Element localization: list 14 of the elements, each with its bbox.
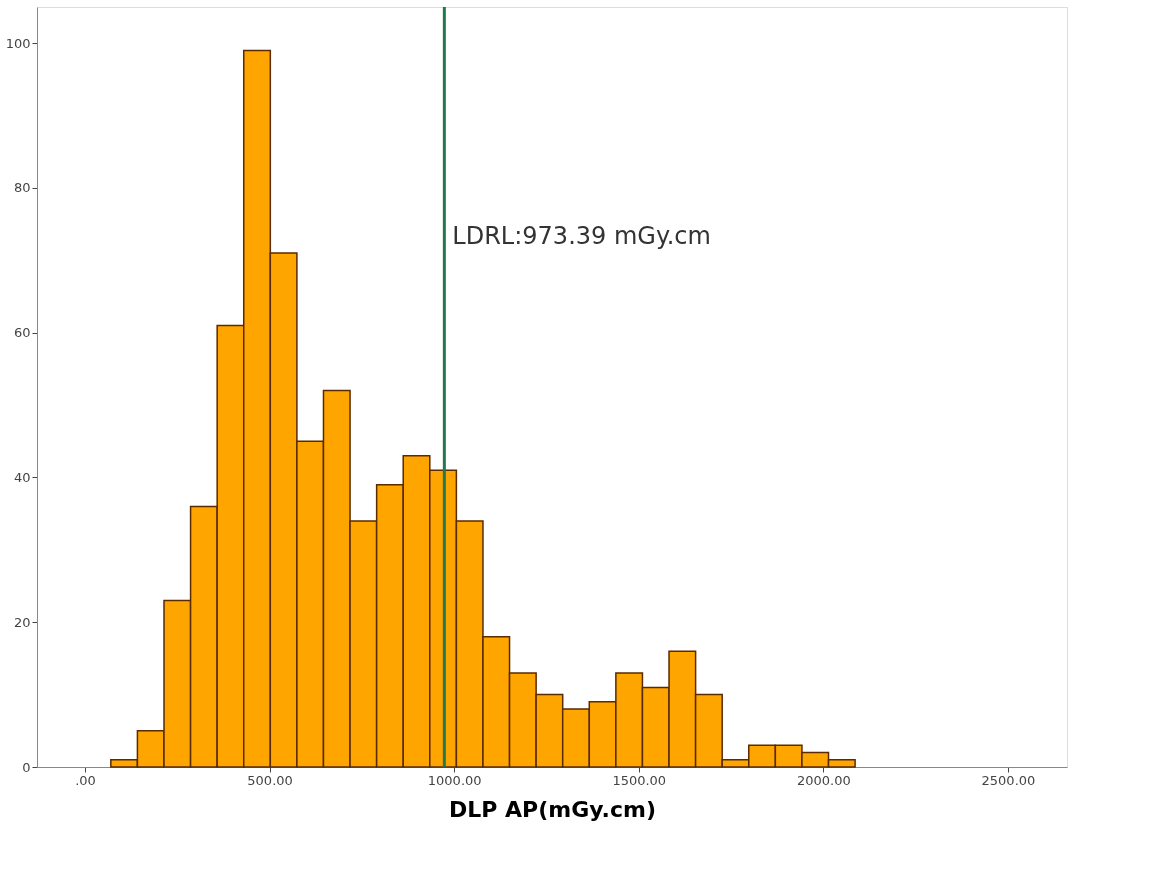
y-tick-label: 40 bbox=[13, 469, 31, 485]
y-tick-label: 20 bbox=[13, 614, 31, 630]
x-tick-label: .00 bbox=[75, 772, 96, 788]
x-tick-label: 500.00 bbox=[247, 772, 293, 788]
x-tick-label: 2500.00 bbox=[981, 772, 1036, 788]
x-tick-label: 1000.00 bbox=[427, 772, 482, 788]
y-tick-label: 0 bbox=[22, 759, 31, 775]
x-tick-label: 2000.00 bbox=[796, 772, 851, 788]
ref-line-label: LDRL:973.39 mGy.cm bbox=[452, 222, 711, 250]
x-axis-title: DLP AP(mGy.cm) bbox=[449, 796, 656, 822]
y-tick-label: 60 bbox=[13, 325, 31, 341]
y-tick-label: 80 bbox=[13, 180, 31, 196]
x-tick-label: 1500.00 bbox=[612, 772, 667, 788]
y-tick-label: 100 bbox=[5, 35, 31, 51]
